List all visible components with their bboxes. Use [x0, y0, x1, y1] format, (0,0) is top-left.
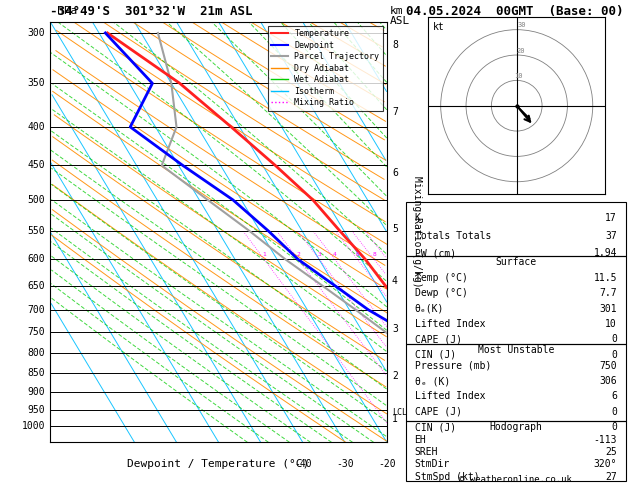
Text: θₑ (K): θₑ (K) [415, 376, 450, 386]
Bar [406, 344, 626, 421]
Text: kt: kt [433, 22, 445, 32]
Text: 20: 20 [516, 48, 525, 54]
Text: 850: 850 [28, 368, 45, 378]
Text: 301: 301 [599, 304, 617, 314]
Text: 2: 2 [392, 370, 398, 381]
Text: 0: 0 [611, 407, 617, 417]
Text: PW (cm): PW (cm) [415, 248, 455, 259]
Text: Surface: Surface [495, 257, 537, 267]
Text: 320°: 320° [594, 459, 617, 469]
Text: 17: 17 [605, 213, 617, 224]
Text: 350: 350 [28, 78, 45, 88]
Bar [406, 421, 626, 481]
Text: ASL: ASL [390, 16, 410, 26]
Text: Temp (°C): Temp (°C) [415, 273, 467, 283]
Text: 27: 27 [605, 472, 617, 482]
Text: Totals Totals: Totals Totals [415, 231, 491, 241]
Text: 800: 800 [28, 348, 45, 358]
Text: 900: 900 [28, 387, 45, 397]
Bar [406, 256, 626, 344]
Text: -40: -40 [294, 459, 311, 469]
Text: 6: 6 [392, 168, 398, 178]
Text: 7: 7 [392, 107, 398, 117]
Text: EH: EH [415, 435, 426, 445]
Text: 37: 37 [605, 231, 617, 241]
Bar [406, 202, 626, 256]
Text: 7.7: 7.7 [599, 288, 617, 298]
Text: © weatheronline.co.uk: © weatheronline.co.uk [459, 475, 572, 484]
Text: 4: 4 [392, 276, 398, 285]
Text: 4: 4 [333, 252, 337, 257]
Text: -113: -113 [594, 435, 617, 445]
Text: 700: 700 [28, 305, 45, 315]
Text: 306: 306 [599, 376, 617, 386]
Legend: Temperature, Dewpoint, Parcel Trajectory, Dry Adiabat, Wet Adiabat, Isotherm, Mi: Temperature, Dewpoint, Parcel Trajectory… [268, 26, 382, 111]
Text: -34°49'S  301°32'W  21m ASL: -34°49'S 301°32'W 21m ASL [50, 5, 253, 18]
Text: 450: 450 [28, 160, 45, 171]
Text: Lifted Index: Lifted Index [415, 319, 485, 329]
Text: 400: 400 [28, 122, 45, 132]
Text: 3: 3 [392, 324, 398, 334]
Text: 750: 750 [599, 361, 617, 371]
Text: 8: 8 [392, 40, 398, 50]
Text: 2: 2 [296, 252, 300, 257]
Text: 0: 0 [611, 350, 617, 360]
Text: 25: 25 [605, 447, 617, 457]
Text: hPa: hPa [57, 6, 77, 16]
Text: 1: 1 [392, 414, 398, 424]
Text: 650: 650 [28, 280, 45, 291]
Text: Hodograph: Hodograph [489, 422, 542, 433]
Text: 1: 1 [262, 252, 266, 257]
Text: Dewp (°C): Dewp (°C) [415, 288, 467, 298]
Text: StmSpd (kt): StmSpd (kt) [415, 472, 479, 482]
Text: 11.5: 11.5 [594, 273, 617, 283]
Text: Lifted Index: Lifted Index [415, 391, 485, 401]
Text: StmDir: StmDir [415, 459, 450, 469]
Text: 5: 5 [392, 224, 398, 234]
Text: 1000: 1000 [22, 421, 45, 431]
Text: 10: 10 [515, 73, 523, 79]
Text: 0: 0 [611, 422, 617, 432]
Text: LCL: LCL [392, 408, 407, 417]
Text: 1.94: 1.94 [594, 248, 617, 259]
Text: Dewpoint / Temperature (°C): Dewpoint / Temperature (°C) [128, 459, 309, 469]
Text: 8: 8 [372, 252, 376, 257]
Text: 04.05.2024  00GMT  (Base: 00): 04.05.2024 00GMT (Base: 00) [406, 5, 623, 18]
Text: -20: -20 [378, 459, 396, 469]
Text: 30: 30 [518, 22, 526, 28]
Text: 6: 6 [611, 391, 617, 401]
Text: 10: 10 [605, 319, 617, 329]
Text: K: K [415, 213, 420, 224]
Text: -30: -30 [336, 459, 353, 469]
Text: Mixing Ratio (g/kg): Mixing Ratio (g/kg) [412, 176, 422, 288]
Text: 550: 550 [28, 226, 45, 236]
Text: CIN (J): CIN (J) [415, 422, 455, 432]
Text: SREH: SREH [415, 447, 438, 457]
Text: Most Unstable: Most Unstable [477, 346, 554, 355]
Text: 600: 600 [28, 254, 45, 264]
Text: 0: 0 [611, 334, 617, 345]
Text: 6: 6 [355, 252, 359, 257]
Text: 300: 300 [28, 28, 45, 38]
Text: km: km [390, 6, 403, 16]
Text: 750: 750 [28, 328, 45, 337]
Text: CIN (J): CIN (J) [415, 350, 455, 360]
Text: 500: 500 [28, 195, 45, 205]
Text: θₑ(K): θₑ(K) [415, 304, 444, 314]
Text: CAPE (J): CAPE (J) [415, 407, 462, 417]
Text: 950: 950 [28, 404, 45, 415]
Text: Pressure (mb): Pressure (mb) [415, 361, 491, 371]
Text: 3: 3 [318, 252, 321, 257]
Text: CAPE (J): CAPE (J) [415, 334, 462, 345]
